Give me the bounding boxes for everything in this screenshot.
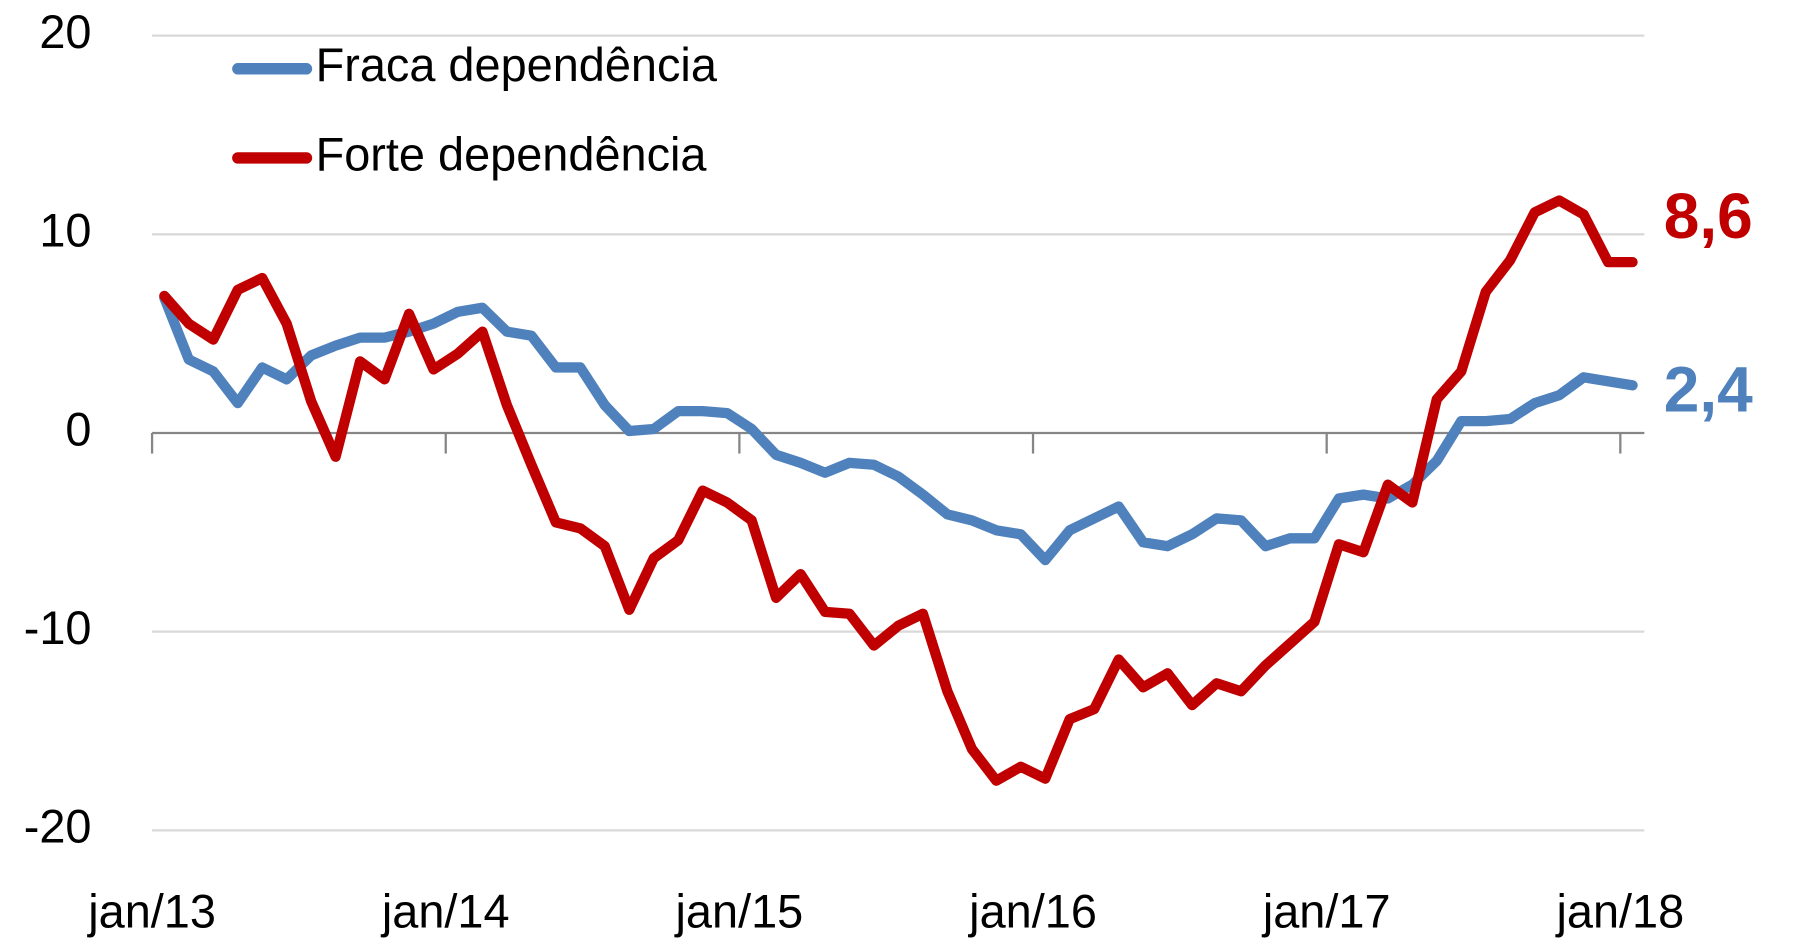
end-label: 2,4 xyxy=(1664,353,1753,425)
line-series xyxy=(159,292,1638,566)
x-tick-label: jan/18 xyxy=(1554,885,1684,937)
x-tick-label: jan/15 xyxy=(674,885,804,937)
x-tick-label: jan/16 xyxy=(967,885,1097,937)
line-series xyxy=(159,195,1638,786)
legend-label: Fraca dependência xyxy=(316,39,718,91)
y-tick-label: 0 xyxy=(65,403,91,455)
x-tick-label: jan/13 xyxy=(86,885,216,937)
y-tick-label: 20 xyxy=(39,6,91,58)
y-tick-label: -20 xyxy=(24,801,92,853)
legend-label: Forte dependência xyxy=(316,128,708,180)
y-tick-label: 10 xyxy=(39,205,91,257)
x-tick-label: jan/14 xyxy=(380,885,510,937)
end-label: 8,6 xyxy=(1664,180,1753,252)
x-tick-label: jan/17 xyxy=(1261,885,1391,937)
y-tick-label: -10 xyxy=(24,602,92,654)
